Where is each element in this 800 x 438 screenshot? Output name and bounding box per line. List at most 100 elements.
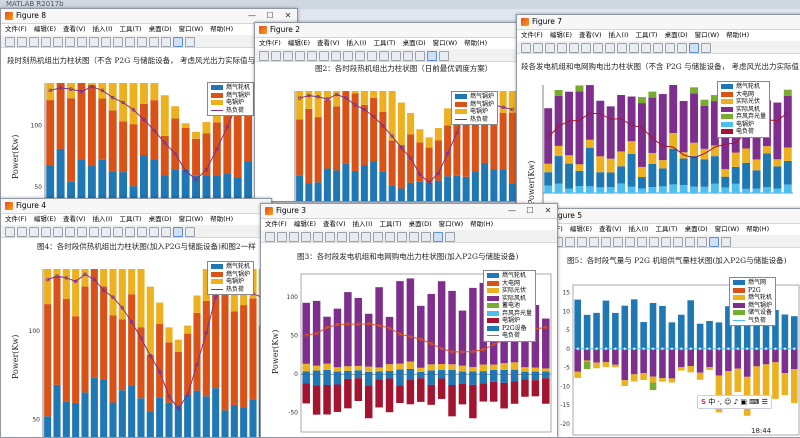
menu-item[interactable]: 工具(T) [120, 25, 142, 33]
maximize-icon[interactable]: ☐ [521, 204, 539, 218]
menu-item[interactable]: 查看(V) [317, 39, 340, 47]
menu-item[interactable]: 文件(F) [5, 215, 27, 223]
menu-item[interactable]: 帮助(H) [210, 215, 233, 223]
pan-icon[interactable] [343, 51, 353, 61]
print-icon[interactable] [41, 227, 51, 237]
insert-colorbar-icon[interactable] [149, 227, 159, 237]
insert-colorbar-icon[interactable] [149, 37, 159, 47]
pan-icon[interactable] [89, 227, 99, 237]
pointer-icon[interactable] [53, 37, 63, 47]
menu-item[interactable]: 窗口(W) [179, 215, 204, 223]
rotate-icon[interactable] [361, 232, 371, 242]
legend[interactable]: 燃气锅炉燃气锅炉电锅炉热负荷 [451, 91, 498, 125]
menu-item[interactable]: 插入(I) [629, 225, 649, 233]
pointer-icon[interactable] [307, 51, 317, 61]
pan-icon[interactable] [349, 232, 359, 242]
menu-item[interactable]: 窗口(W) [439, 220, 464, 228]
menu-item[interactable]: 文件(F) [265, 220, 287, 228]
minimize-icon[interactable]: — [243, 9, 261, 23]
new-figure-icon[interactable] [5, 227, 15, 237]
zoom-in-icon[interactable] [65, 227, 75, 237]
zoom-in-icon[interactable] [65, 37, 75, 47]
new-figure-icon[interactable] [265, 232, 275, 242]
hide-plot-tools-icon[interactable] [173, 227, 183, 237]
show-plot-tools-icon[interactable] [439, 51, 449, 61]
show-plot-tools-icon[interactable] [185, 227, 195, 237]
menu-item[interactable]: 查看(V) [579, 31, 602, 39]
print-icon[interactable] [557, 43, 567, 53]
menu-item[interactable]: 帮助(H) [464, 39, 487, 47]
insert-colorbar-icon[interactable] [403, 51, 413, 61]
data-cursor-icon[interactable] [113, 37, 123, 47]
save-icon[interactable] [283, 51, 293, 61]
open-icon[interactable] [271, 51, 281, 61]
pointer-icon[interactable] [589, 237, 599, 247]
zoom-out-icon[interactable] [613, 237, 623, 247]
pan-icon[interactable] [625, 237, 635, 247]
new-figure-icon[interactable] [5, 37, 15, 47]
hide-plot-tools-icon[interactable] [709, 237, 719, 247]
rotate-icon[interactable] [101, 37, 111, 47]
menu-item[interactable]: 插入(I) [93, 215, 113, 223]
brush-icon[interactable] [125, 37, 135, 47]
menu-item[interactable]: 桌面(D) [149, 215, 172, 223]
insert-colorbar-icon[interactable] [665, 43, 675, 53]
hide-plot-tools-icon[interactable] [427, 51, 437, 61]
legend[interactable]: 燃气轮机燃气锅炉电锅炉热负荷 [207, 82, 254, 116]
menu-item[interactable]: 桌面(D) [149, 25, 172, 33]
link-icon[interactable] [397, 232, 407, 242]
pointer-icon[interactable] [313, 232, 323, 242]
data-cursor-icon[interactable] [373, 232, 383, 242]
menu-item[interactable]: 桌面(D) [403, 39, 426, 47]
zoom-out-icon[interactable] [77, 37, 87, 47]
menu-item[interactable]: 文件(F) [5, 25, 27, 33]
hide-plot-tools-icon[interactable] [173, 37, 183, 47]
menu-item[interactable]: 窗口(W) [715, 225, 740, 233]
figure-3-titlebar[interactable]: Figure 3 —☐✕ [261, 204, 557, 219]
menu-item[interactable]: 帮助(H) [726, 31, 749, 39]
save-icon[interactable] [289, 232, 299, 242]
figure-8-titlebar[interactable]: Figure 8 —☐✕ [1, 9, 297, 24]
pan-icon[interactable] [605, 43, 615, 53]
insert-legend-icon[interactable] [161, 37, 171, 47]
link-icon[interactable] [653, 43, 663, 53]
zoom-in-icon[interactable] [601, 237, 611, 247]
show-plot-tools-icon[interactable] [445, 232, 455, 242]
new-figure-icon[interactable] [521, 43, 531, 53]
figure-3-window[interactable]: Figure 3 —☐✕ 文件(F)编辑(E)查看(V)插入(I)工具(T)桌面… [260, 203, 558, 438]
brush-icon[interactable] [379, 51, 389, 61]
link-icon[interactable] [391, 51, 401, 61]
close-icon[interactable]: ✕ [279, 9, 297, 23]
menu-item[interactable]: 桌面(D) [409, 220, 432, 228]
open-icon[interactable] [277, 232, 287, 242]
open-icon[interactable] [17, 227, 27, 237]
new-figure-icon[interactable] [259, 51, 269, 61]
insert-legend-icon[interactable] [415, 51, 425, 61]
minimize-icon[interactable]: — [503, 204, 521, 218]
brush-icon[interactable] [661, 237, 671, 247]
print-icon[interactable] [41, 37, 51, 47]
hide-plot-tools-icon[interactable] [433, 232, 443, 242]
menu-item[interactable]: 编辑(E) [294, 220, 316, 228]
zoom-out-icon[interactable] [331, 51, 341, 61]
save-icon[interactable] [29, 37, 39, 47]
menu-item[interactable]: 插入(I) [347, 39, 367, 47]
show-plot-tools-icon[interactable] [185, 37, 195, 47]
insert-legend-icon[interactable] [421, 232, 431, 242]
link-icon[interactable] [137, 37, 147, 47]
menu-item[interactable]: 插入(I) [93, 25, 113, 33]
open-icon[interactable] [533, 43, 543, 53]
brush-icon[interactable] [641, 43, 651, 53]
menu-item[interactable]: 编辑(E) [34, 215, 56, 223]
rotate-icon[interactable] [355, 51, 365, 61]
figure-4-window[interactable]: Figure 4 文件(F)编辑(E)查看(V)插入(I)工具(T)桌面(D)窗… [0, 198, 272, 438]
zoom-out-icon[interactable] [337, 232, 347, 242]
rotate-icon[interactable] [617, 43, 627, 53]
menu-item[interactable]: 窗口(W) [695, 31, 720, 39]
hide-plot-tools-icon[interactable] [689, 43, 699, 53]
zoom-in-icon[interactable] [319, 51, 329, 61]
insert-colorbar-icon[interactable] [409, 232, 419, 242]
link-icon[interactable] [673, 237, 683, 247]
figure-7-titlebar[interactable]: Figure 7 [517, 15, 800, 30]
